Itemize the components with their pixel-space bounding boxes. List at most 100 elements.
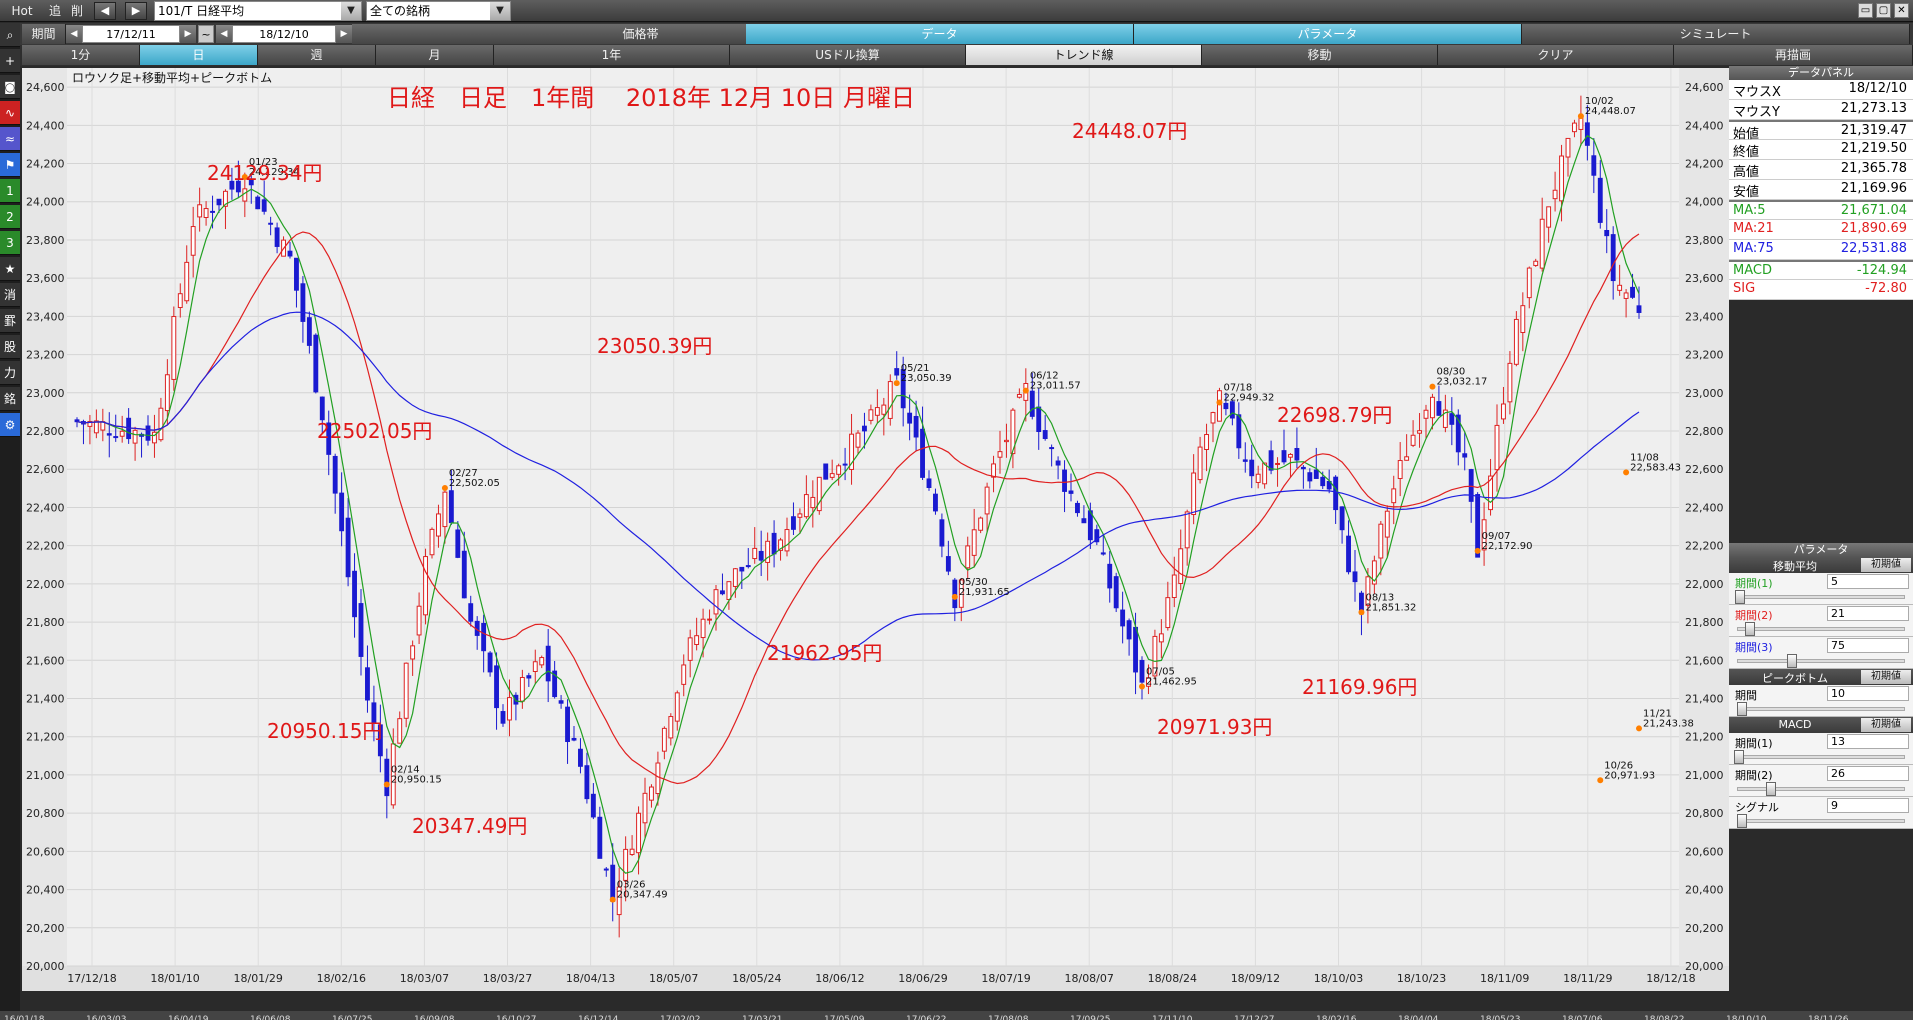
parameter-input[interactable]: 13 (1827, 734, 1909, 749)
slider-thumb[interactable] (1787, 654, 1798, 668)
parameter-label: シグナル (1735, 801, 1779, 814)
slider-thumb[interactable] (1737, 702, 1748, 716)
slider-thumb[interactable] (1737, 814, 1748, 828)
slider-track[interactable] (1737, 819, 1905, 823)
peak-big-label: 21169.96円 (1302, 675, 1417, 699)
slider-thumb[interactable] (1733, 750, 1744, 764)
tab-1[interactable]: データ (746, 24, 1134, 44)
tool-3[interactable]: 3 (0, 231, 20, 255)
timeframe-tab-6[interactable]: トレンド線 (966, 45, 1202, 65)
slider-track[interactable] (1737, 755, 1905, 759)
close-button[interactable]: ✕ (1894, 3, 1909, 18)
hot-button[interactable]: Hot (11, 4, 33, 18)
flag-icon[interactable]: ⚑ (0, 153, 20, 177)
candle-body (1520, 305, 1526, 334)
candle-body (1165, 597, 1171, 629)
camera-icon[interactable]: ◙ (0, 75, 20, 99)
data-key: MACD (1733, 263, 1772, 278)
tool-力[interactable]: 力 (0, 361, 20, 385)
overview-tick-label: 16/06/08 (250, 1015, 291, 1020)
slider-thumb[interactable] (1745, 622, 1756, 636)
candle-body (1468, 469, 1474, 502)
add-button[interactable]: 追 (48, 4, 61, 18)
peak-value: 22,583.43 (1630, 462, 1681, 473)
plus-icon[interactable]: + (0, 49, 20, 73)
left-arrow-icon: ◀ (100, 4, 110, 17)
timeframe-tab-1[interactable]: 日 (140, 45, 258, 65)
next-symbol-button[interactable]: ▶ (125, 2, 147, 20)
candle-body (590, 793, 596, 818)
candle-body (1630, 286, 1635, 298)
parameter-input[interactable]: 21 (1827, 606, 1909, 621)
minimize-button[interactable]: ▭ (1858, 3, 1873, 18)
parameter-input[interactable]: 9 (1827, 798, 1909, 813)
maximize-button[interactable]: ▢ (1876, 3, 1891, 18)
parameter-input[interactable]: 75 (1827, 638, 1909, 653)
candle-body (1333, 476, 1339, 511)
candle-body (436, 513, 441, 537)
parameter-input[interactable]: 5 (1827, 574, 1909, 589)
candlestick-chart[interactable]: 20,000 20,000 20,200 20,200 20,400 20,400 20,6… (22, 66, 1729, 991)
timeframe-tab-9[interactable]: 再描画 (1674, 45, 1913, 65)
overview-scroll-axis[interactable]: 16/01/18 16/03/03 16/04/19 16/06/08 16/07/25… (0, 1011, 1913, 1020)
timeframe-tab-4[interactable]: 1年 (494, 45, 730, 65)
market-filter-combo[interactable]: 全ての銘柄 ▼ (366, 1, 511, 21)
chevron-down-icon[interactable]: ▼ (341, 2, 361, 20)
tool-銘[interactable]: 銘 (0, 387, 20, 411)
slider-thumb[interactable] (1765, 782, 1776, 796)
gear-icon[interactable]: ⚙ (0, 413, 20, 437)
slider-track[interactable] (1737, 707, 1905, 711)
timeframe-tab-7[interactable]: 移動 (1202, 45, 1438, 65)
slider-track[interactable] (1737, 595, 1905, 599)
parameter-input[interactable]: 26 (1827, 766, 1909, 781)
timeframe-tab-3[interactable]: 月 (376, 45, 494, 65)
prev-symbol-button[interactable]: ◀ (94, 2, 116, 20)
slider-track[interactable] (1737, 659, 1905, 663)
date-to-next-button[interactable]: ▶ (336, 25, 352, 43)
date-from-prev-button[interactable]: ◀ (66, 25, 82, 43)
candle-body (1513, 318, 1519, 365)
date-to-prev-button[interactable]: ◀ (216, 25, 232, 43)
candle-body (803, 494, 809, 518)
wave-chart-icon[interactable]: ≈ (0, 127, 20, 151)
data-value: 21,365.78 (1840, 161, 1907, 176)
tool-股[interactable]: 股 (0, 335, 20, 359)
data-row: MACD -124.94 (1729, 260, 1913, 280)
slider-track[interactable] (1737, 627, 1905, 631)
date-from-input[interactable]: 17/12/11 (82, 25, 180, 43)
parameter-input[interactable]: 10 (1827, 686, 1909, 701)
reset-button[interactable]: 初期値 (1861, 558, 1911, 572)
candle-body (158, 407, 164, 441)
candle-body (1236, 414, 1242, 449)
timeframe-tab-5[interactable]: USドル換算 (730, 45, 966, 65)
overview-tick-label: 16/03/03 (86, 1015, 126, 1020)
timeframe-tab-8[interactable]: クリア (1438, 45, 1674, 65)
timeframe-tab-0[interactable]: 1分 (22, 45, 140, 65)
timeframe-tab-2[interactable]: 週 (258, 45, 376, 65)
tab-3[interactable]: シミュレート (1522, 24, 1910, 44)
date-from-next-button[interactable]: ▶ (180, 25, 196, 43)
tab-2[interactable]: パラメータ (1134, 24, 1522, 44)
tool-消[interactable]: 消 (0, 283, 20, 307)
candle-body (694, 635, 700, 646)
symbol-combo[interactable]: 101/T 日経平均 ▼ (154, 1, 362, 21)
tool-2[interactable]: 2 (0, 205, 20, 229)
overview-tick-label: 18/04/04 (1398, 1015, 1439, 1020)
peak-marker (893, 380, 900, 387)
reset-button[interactable]: 初期値 (1861, 670, 1911, 684)
slider-thumb[interactable] (1735, 590, 1746, 604)
tool-罫[interactable]: 罫 (0, 309, 20, 333)
date-to-input[interactable]: 18/12/10 (232, 25, 336, 43)
delete-button[interactable]: 削 (70, 4, 83, 18)
candle-body (1346, 535, 1351, 573)
slider-track[interactable] (1737, 787, 1905, 791)
data-value: 22,531.88 (1840, 241, 1907, 256)
line-chart-icon[interactable]: ∿ (0, 101, 20, 125)
peak-big-label: 22502.05円 (317, 419, 432, 443)
search-icon[interactable]: ⌕ (0, 23, 20, 47)
chevron-down-icon[interactable]: ▼ (490, 2, 510, 20)
tool-1[interactable]: 1 (0, 179, 20, 203)
x-tick-label: 18/05/24 (732, 972, 781, 985)
reset-button[interactable]: 初期値 (1861, 718, 1911, 732)
star-icon[interactable]: ★ (0, 257, 20, 281)
